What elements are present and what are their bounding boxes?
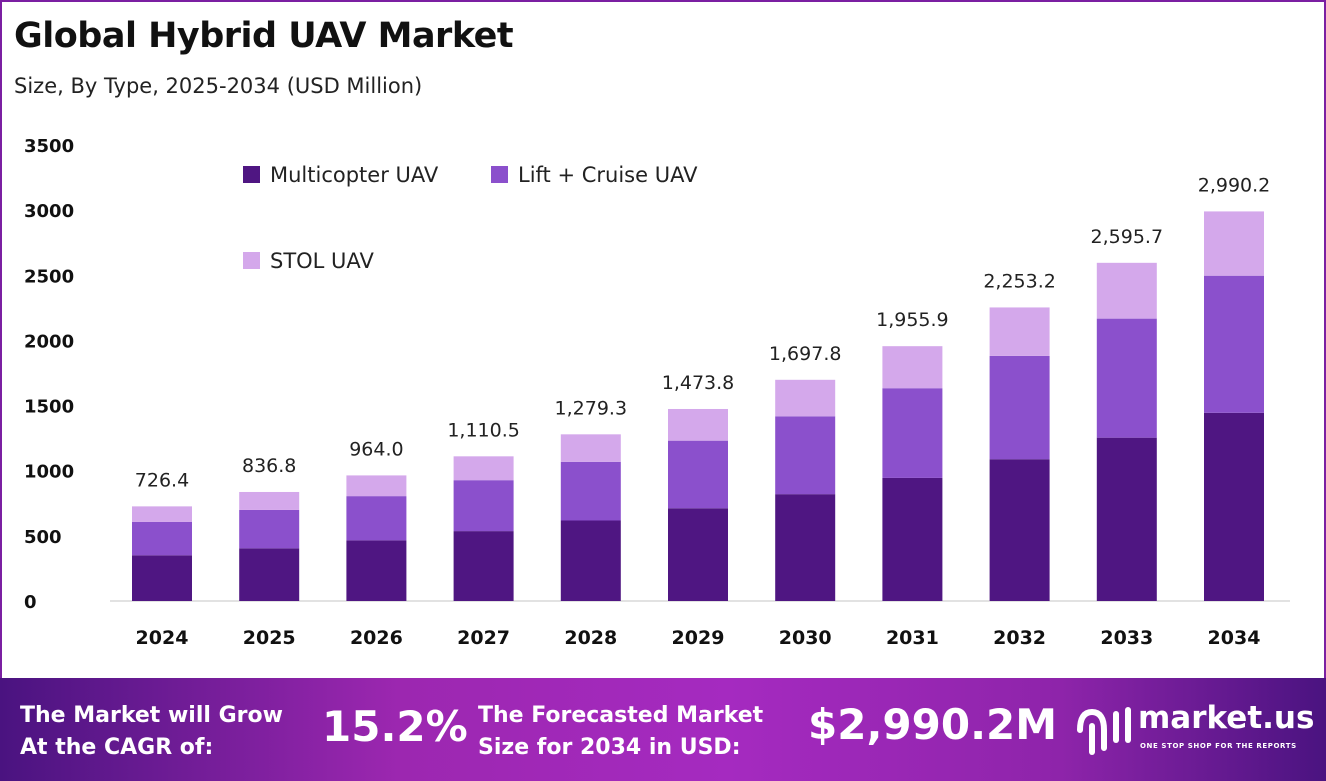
total-label: 836.8 (242, 455, 296, 477)
bar-segment (560, 461, 621, 521)
bar-segment (668, 508, 728, 601)
y-tick-label: 500 (24, 527, 62, 548)
legend-label: Multicopter UAV (270, 163, 439, 187)
logo-name: market.us (1138, 700, 1315, 736)
x-tick-label: 2025 (243, 627, 296, 649)
bar-segment (989, 307, 1050, 356)
y-tick-label: 0 (24, 592, 37, 613)
bar-segment (239, 491, 300, 510)
x-tick-label: 2029 (672, 627, 725, 649)
forecast-label-line1: The Forecasted Market (478, 703, 764, 728)
bar-segment (560, 520, 621, 601)
bar-segment (882, 346, 943, 389)
legend-label: Lift + Cruise UAV (518, 163, 698, 187)
bar-segment (132, 521, 192, 556)
x-tick-label: 2031 (886, 627, 939, 649)
bar-segment (775, 416, 836, 495)
chart-subtitle: Size, By Type, 2025-2034 (USD Million) (14, 74, 423, 98)
legend-swatch (243, 252, 260, 269)
bar-segment (882, 477, 943, 601)
market-us-logo: market.us ONE STOP SHOP FOR THE REPORTS (1074, 700, 1314, 760)
bar-segment (882, 388, 943, 478)
total-label: 2,990.2 (1198, 174, 1271, 196)
bar-segment (453, 456, 514, 481)
bar-segment (346, 496, 407, 541)
bar-segment (132, 506, 192, 522)
legend-label: STOL UAV (270, 249, 374, 273)
bar-segment (775, 379, 836, 417)
x-tick-label: 2032 (993, 627, 1046, 649)
x-tick-label: 2027 (457, 627, 510, 649)
total-label: 2,253.2 (983, 270, 1056, 292)
bar-segment (132, 555, 192, 601)
total-label: 1,110.5 (447, 419, 520, 441)
bar-segment (668, 440, 728, 509)
x-tick-label: 2034 (1208, 627, 1261, 649)
x-tick-label: 2030 (779, 627, 832, 649)
bar-segment (775, 494, 836, 601)
forecast-label: The Forecasted Market Size for 2034 in U… (478, 700, 763, 764)
bar-segment (239, 509, 300, 549)
x-tick-label: 2024 (136, 627, 189, 649)
bar-segment (989, 459, 1050, 601)
y-tick-label: 2000 (24, 331, 74, 352)
chart-title: Global Hybrid UAV Market (14, 16, 514, 56)
logo-mark-icon (1077, 707, 1131, 755)
cagr-label-line1: The Market will Grow (20, 703, 283, 728)
y-tick-label: 3500 (24, 136, 74, 157)
total-label: 964.0 (349, 438, 403, 460)
bar-segment (1096, 262, 1157, 319)
stacked-bar-chart: 0 500 1000 1500 2000 2500 3000 3500 726.4 2024 836… (24, 136, 1290, 649)
total-label: 1,473.8 (662, 372, 735, 394)
y-tick-label: 2500 (24, 266, 74, 287)
total-label: 1,955.9 (876, 309, 949, 331)
cagr-label: The Market will Grow At the CAGR of: (20, 700, 283, 764)
bar-segment (989, 355, 1050, 460)
y-tick-label: 3000 (24, 201, 74, 222)
bar-segment (668, 408, 728, 441)
bar-segment (1204, 412, 1264, 601)
bar-segment (1204, 275, 1264, 413)
total-label: 1,279.3 (555, 397, 628, 419)
bar-segment (239, 548, 300, 601)
y-tick-label: 1000 (24, 462, 74, 483)
y-tick-label: 1500 (24, 397, 74, 418)
total-label: 1,697.8 (769, 343, 842, 365)
x-tick-label: 2028 (564, 627, 617, 649)
bar-segment (1204, 211, 1264, 276)
bar-segment (346, 475, 407, 497)
x-tick-label: 2026 (350, 627, 403, 649)
forecast-label-line2: Size for 2034 in USD: (478, 735, 741, 760)
legend-swatch (491, 166, 508, 183)
total-label: 2,595.7 (1091, 226, 1164, 248)
bar-segment (1096, 318, 1157, 438)
bar-segment (453, 531, 514, 601)
legend-swatch (243, 166, 260, 183)
bar-segment (560, 434, 621, 462)
bar-segment (1096, 437, 1157, 601)
bar-segment (346, 540, 407, 601)
footer-banner: The Market will Grow At the CAGR of: 15.… (0, 678, 1326, 781)
cagr-label-line2: At the CAGR of: (20, 735, 214, 760)
cagr-value: 15.2% (322, 702, 468, 751)
bar-segment (453, 480, 514, 532)
logo-tagline: ONE STOP SHOP FOR THE REPORTS (1140, 742, 1297, 750)
total-label: 726.4 (135, 469, 189, 491)
x-tick-label: 2033 (1100, 627, 1153, 649)
forecast-value: $2,990.2M (808, 700, 1058, 749)
